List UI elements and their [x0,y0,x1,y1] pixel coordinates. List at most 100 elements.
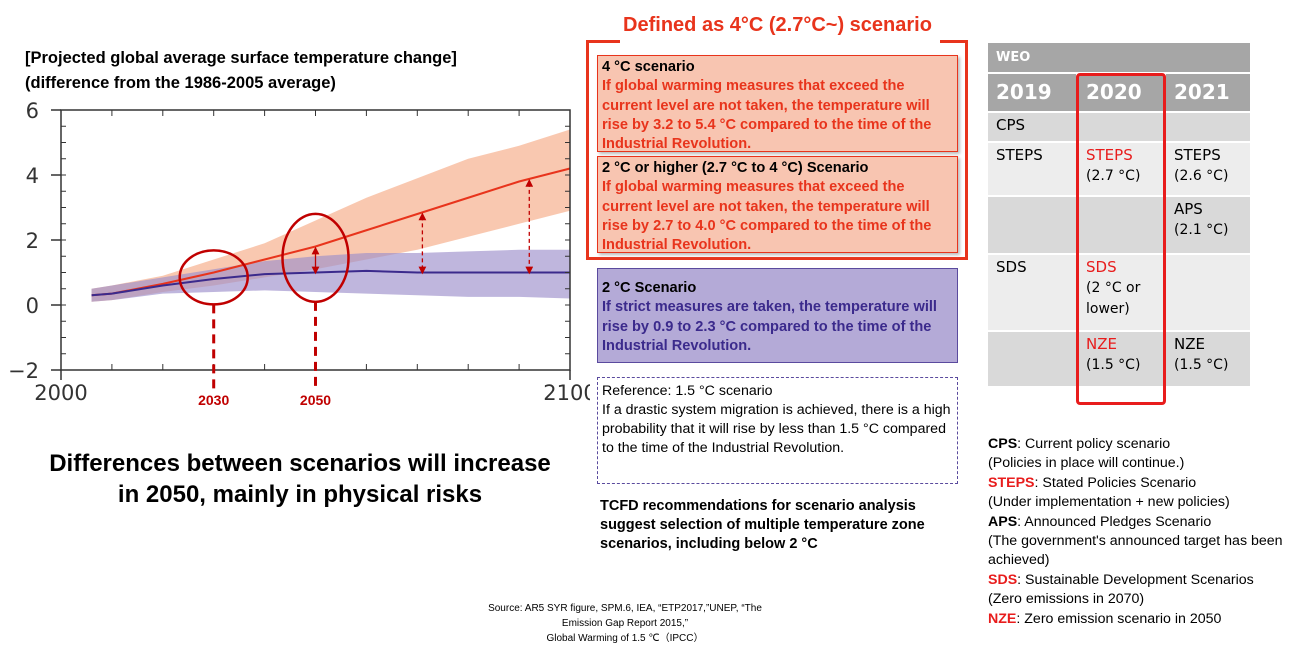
marker-label-2030: 2030 [198,392,229,408]
scenario-2c-box: 2 °C Scenario If strict measures are tak… [597,268,958,363]
cell-label: NZE [1086,335,1117,353]
table-row: SDS SDS (2 °C or lower) [988,255,1250,330]
legend-abbr: SDS [988,571,1018,588]
marker-label-2050: 2050 [300,392,331,408]
legend-abbr: APS [988,513,1018,530]
scenario-title: 2 °C or higher (2.7 °C to 4 °C) Scenario [602,160,869,176]
bracket-bottom [586,257,968,260]
legend-sub: (Policies in place will continue.) [988,455,1185,472]
legend-abbr: NZE [988,610,1017,627]
cell-temperature: (2.1 °C) [1174,222,1229,238]
table-cell: STEPS (2.6 °C) [1166,143,1250,195]
legend-item: CPS: Current policy scenario (Policies in… [988,435,1288,474]
source-line2: Global Warming of 1.5 ℃（IPCC） [546,633,704,644]
bracket-heading: Defined as 4°C (2.7°C~) scenario [623,14,932,36]
table-cell: CPS [988,113,1076,141]
table-cell: STEPS (2.7 °C) [1078,143,1164,195]
legend-text: : Stated Policies Scenario [1034,474,1197,491]
y-tick-label: 6 [26,99,39,123]
reference-title: Reference: 1.5 °C scenario [602,383,773,399]
bracket-top-left [586,40,620,43]
cell-label: SDS [1086,258,1117,276]
year-2019: 2019 [988,74,1076,111]
tcfd-note: TCFD recommendations for scenario analys… [600,498,925,552]
legend-item: NZE: Zero emission scenario in 2050 [988,610,1288,629]
table-cell [1166,255,1250,330]
cell-label: CPS [996,116,1026,134]
chart-title-line1: [Projected global average surface temper… [25,49,457,67]
cell-temperature: (2 °C or lower) [1086,280,1141,317]
x-tick-label: 2100 [543,381,590,405]
cell-label: NZE [1174,335,1205,353]
scenario-title: 4 °C scenario [602,59,695,75]
table-cell: APS (2.1 °C) [1166,197,1250,253]
abbreviation-legend: CPS: Current policy scenario (Policies in… [988,435,1288,629]
table-cell [1078,197,1164,253]
legend-text: : Current policy scenario [1017,436,1171,452]
cell-label: STEPS [1086,146,1133,164]
cell-temperature: (2.6 °C) [1174,168,1229,184]
table-cell: NZE (1.5 °C) [1078,332,1164,386]
scenario-4c-box: 4 °C scenario If global warming measures… [597,55,958,152]
legend-abbr: CPS [988,436,1018,452]
table-cell [1078,113,1164,141]
table-row: CPS [988,113,1250,141]
scenario-body: If strict measures are taken, the temper… [602,299,937,354]
table-cell: SDS (2 °C or lower) [1078,255,1164,330]
reference-box: Reference: 1.5 °C scenario If a drastic … [597,377,958,484]
cell-temperature: (1.5 °C) [1086,357,1141,373]
table-row: APS (2.1 °C) [988,197,1250,253]
x-tick-label: 2000 [34,381,87,405]
chart-title-line2: (difference from the 1986-2005 average) [25,74,336,92]
legend-text: : Zero emission scenario in 2050 [1016,610,1222,627]
year-2021: 2021 [1166,74,1250,111]
reference-body: If a drastic system migration is achieve… [602,402,951,456]
scenario-title: 2 °C Scenario [602,280,697,296]
cell-temperature: (2.7 °C) [1086,168,1141,184]
y-tick-label: 0 [26,294,39,318]
uncertainty-band-0 [91,129,570,302]
table-cell [988,332,1076,386]
legend-item: APS: Announced Pledges Scenario (The gove… [988,513,1288,571]
chart-title: [Projected global average surface temper… [25,46,457,96]
series-line-0 [91,167,571,297]
weo-header: WEO [988,43,1250,72]
conclusion-text: Differences between scenarios will incre… [49,450,551,508]
y-tick-label: 2 [26,229,39,253]
table-cell [1166,113,1250,141]
table-cell: STEPS [988,143,1076,195]
year-2020: 2020 [1078,74,1164,111]
legend-sub: (Under implementation + new policies) [988,494,1230,511]
scenario-2c-higher-box: 2 °C or higher (2.7 °C to 4 °C) Scenario… [597,156,958,253]
cell-temperature: (1.5 °C) [1174,357,1229,373]
legend-item: STEPS: Stated Policies Scenario (Under im… [988,474,1288,513]
legend-text: : Announced Pledges Scenario [1017,513,1212,530]
legend-text: : Sustainable Development Scenarios [1017,571,1254,588]
source-note: Source: AR5 SYR figure, SPM.6, IEA, “ETP… [470,601,780,646]
cell-label: STEPS [1174,146,1221,164]
y-tick-label: −2 [8,359,39,383]
highlight-2020-column [1076,73,1166,405]
cell-label: STEPS [996,146,1043,164]
table-cell: SDS [988,255,1076,330]
bracket-top-right [940,40,968,43]
source-line1: Source: AR5 SYR figure, SPM.6, IEA, “ETP… [488,603,762,629]
weo-table: WEO 2019 2020 2021 CPS STEPS STEPS (2.7 °C)… [986,41,1252,388]
cell-label: APS [1174,200,1203,218]
uncertainty-band-1 [91,249,570,302]
legend-abbr: STEPS [988,474,1035,491]
bracket-right [965,40,968,260]
table-row: NZE (1.5 °C) NZE (1.5 °C) [988,332,1250,386]
cell-label: SDS [996,258,1027,276]
legend-sub: (Zero emissions in 2070) [988,591,1145,608]
scenario-body: If global warming measures that exceed t… [602,78,932,153]
table-cell [988,197,1076,253]
table-cell: NZE (1.5 °C) [1166,332,1250,386]
legend-sub: (The government's announced target has b… [988,533,1283,569]
scenario-body: If global warming measures that exceed t… [602,179,932,254]
bracket-left [586,40,589,260]
table-row: STEPS STEPS (2.7 °C) STEPS (2.6 °C) [988,143,1250,195]
y-tick-label: 4 [26,164,39,188]
legend-item: SDS: Sustainable Development Scenarios (Z… [988,571,1288,610]
